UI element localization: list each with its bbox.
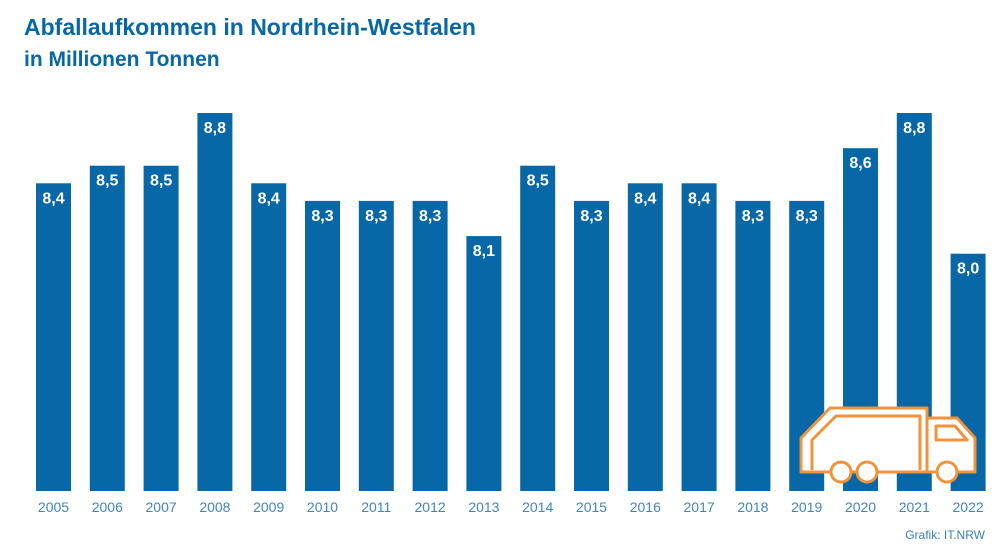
bar-2012 [412,200,448,491]
bar-2017 [681,183,717,492]
x-tick-2014: 2014 [522,499,553,515]
data-label-2017: 8,4 [688,190,710,207]
x-tick-2009: 2009 [253,499,284,515]
bar-2009 [251,183,287,492]
x-tick-2013: 2013 [468,499,499,515]
bar-2016 [627,183,663,492]
x-tick-2010: 2010 [307,499,338,515]
bar-2006 [89,165,125,491]
data-label-2007: 8,5 [150,173,172,190]
x-tick-2007: 2007 [146,499,177,515]
x-tick-2005: 2005 [38,499,69,515]
data-label-2008: 8,8 [204,120,226,137]
data-label-2021: 8,8 [903,120,925,137]
x-tick-2016: 2016 [630,499,661,515]
garbage-truck-icon [799,406,977,484]
data-label-2022: 8,0 [957,261,979,278]
data-label-2012: 8,3 [419,208,441,225]
data-labels-group: 8,4 8,5 8,5 8,8 8,4 8,3 8,3 8,3 8,1 8,5 8,3 8,4 8,4 8… [42,120,979,278]
bar-2010 [305,200,340,491]
data-label-2005: 8,4 [42,190,64,207]
x-tick-labels-group: 2005 2006 2007 2008 2009 2010 2011 2012 2013 2014… [38,499,984,515]
chart-subtitle: in Millionen Tonnen [24,48,220,71]
data-label-2016: 8,4 [634,190,656,207]
source-credit: Grafik: IT.NRW [905,528,985,542]
x-tick-2022: 2022 [953,499,984,515]
bar-2015 [574,200,609,491]
x-tick-2019: 2019 [791,499,822,515]
bar-2008 [197,113,233,491]
x-tick-2008: 2008 [199,499,230,515]
bar-2011 [358,200,394,491]
x-tick-2020: 2020 [845,499,876,515]
chart-title: Abfallaufkommen in Nordrhein-Westfalen [24,14,476,40]
data-label-2014: 8,5 [527,173,549,190]
data-label-2011: 8,3 [365,208,387,225]
bar-2014 [520,165,556,491]
bar-2013 [466,236,502,491]
x-tick-2021: 2021 [899,499,930,515]
x-tick-2006: 2006 [92,499,123,515]
data-label-2015: 8,3 [580,208,602,225]
x-tick-2017: 2017 [684,499,715,515]
data-label-2013: 8,1 [473,243,495,260]
data-label-2009: 8,4 [258,190,280,207]
x-tick-2018: 2018 [737,499,768,515]
x-tick-2012: 2012 [415,499,446,515]
x-tick-2015: 2015 [576,499,607,515]
data-label-2020: 8,6 [849,155,871,172]
bar-2007 [143,165,179,491]
x-tick-2011: 2011 [361,499,391,515]
bar-2018 [735,200,771,491]
data-label-2019: 8,3 [796,208,818,225]
data-label-2006: 8,5 [96,173,118,190]
data-label-2010: 8,3 [311,208,333,225]
data-label-2018: 8,3 [742,208,764,225]
bar-2005 [36,183,71,492]
